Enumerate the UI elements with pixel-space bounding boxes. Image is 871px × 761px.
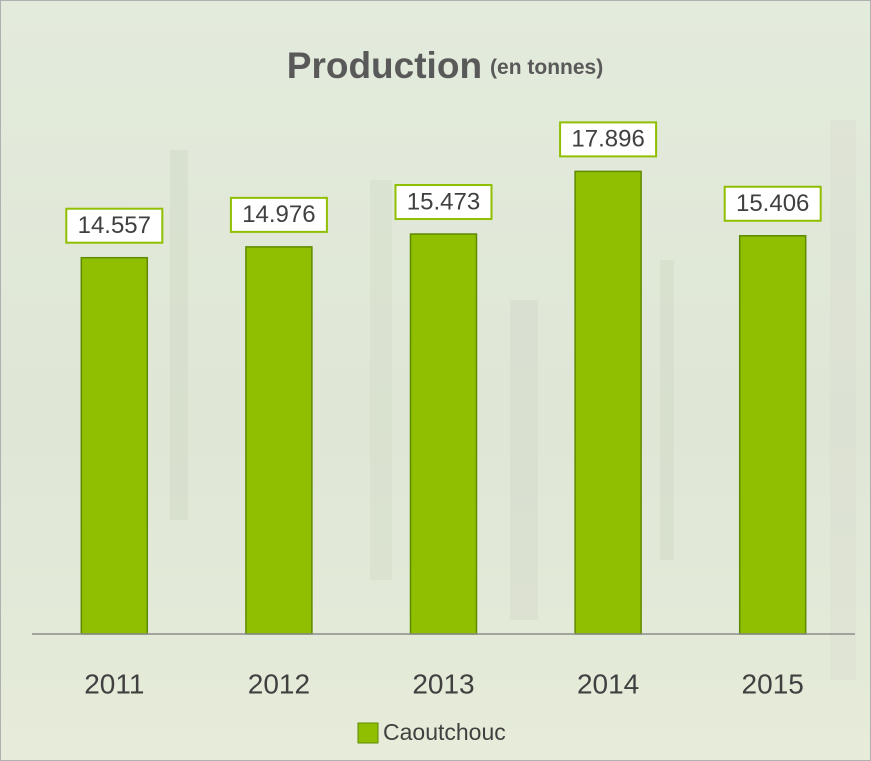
bar	[81, 258, 147, 634]
x-tick-label: 2014	[577, 668, 639, 699]
x-tick-label: 2015	[742, 668, 804, 699]
x-tick-label: 2012	[248, 668, 310, 699]
x-tick-label: 2013	[412, 668, 474, 699]
data-label: 14.976	[242, 201, 315, 228]
bar	[575, 171, 641, 634]
chart: Production(en tonnes) 14.557201114.97620…	[0, 0, 871, 761]
data-label: 15.406	[736, 190, 809, 217]
x-tick-label: 2011	[84, 668, 144, 699]
data-label: 14.557	[78, 212, 151, 239]
data-label: 15.473	[407, 188, 480, 215]
bar	[411, 234, 477, 634]
data-label: 17.896	[571, 126, 644, 153]
bar	[740, 236, 806, 634]
legend-label: Caoutchouc	[383, 719, 506, 745]
legend-swatch	[358, 723, 378, 743]
bar	[246, 247, 312, 634]
